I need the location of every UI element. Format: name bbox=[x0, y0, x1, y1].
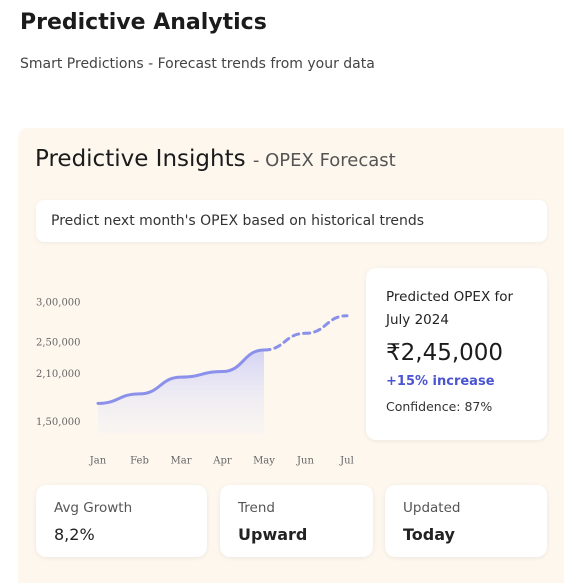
stat-value: Upward bbox=[238, 525, 308, 544]
area bbox=[98, 350, 264, 435]
x-tick-label: May bbox=[253, 456, 275, 467]
x-tick-label: Apr bbox=[212, 456, 232, 467]
stat-label: Trend bbox=[238, 500, 275, 516]
line bbox=[96, 348, 266, 405]
stat-card: Updated Today bbox=[385, 485, 547, 557]
stat-label: Updated bbox=[403, 500, 461, 516]
y-tick-label: 3,00,000 bbox=[36, 297, 81, 308]
x-tick-label: Jul bbox=[339, 456, 354, 467]
prediction-confidence: Confidence: 87% bbox=[386, 399, 493, 414]
x-tick-label: Jan bbox=[89, 456, 107, 467]
prediction-change: +15% increase bbox=[386, 374, 495, 389]
y-tick-label: 2,50,000 bbox=[36, 337, 81, 348]
prediction-value: ₹2,45,000 bbox=[386, 340, 504, 366]
stat-card: Trend Upward bbox=[220, 485, 373, 557]
stat-label: Avg Growth bbox=[54, 500, 133, 516]
card-title-text: Predictive Insights bbox=[35, 146, 246, 172]
stat-value: 8,2% bbox=[54, 525, 95, 544]
page-title: Predictive Analytics bbox=[20, 10, 267, 35]
y-tick-label: 1,50,000 bbox=[36, 417, 81, 428]
prediction-card: Predicted OPEX for July 2024 ₹2,45,000 +… bbox=[366, 268, 547, 440]
x-tick-label: Mar bbox=[171, 456, 192, 467]
stat-card: Avg Growth 8,2% bbox=[36, 485, 207, 557]
page-subtitle: Smart Predictions - Forecast trends from… bbox=[20, 56, 375, 72]
x-tick-label: Jun bbox=[296, 456, 314, 467]
card-subtitle: - OPEX Forecast bbox=[252, 150, 396, 171]
line bbox=[262, 314, 349, 352]
prediction-label: Predicted OPEX for July 2024 bbox=[386, 289, 514, 328]
prompt-box[interactable]: Predict next month's OPEX based on histo… bbox=[36, 200, 547, 242]
x-tick-label: Feb bbox=[130, 456, 149, 467]
chart: 1,50,000 2,10,000 2,50,000 3,00,000 Jan Feb Ma… bbox=[36, 297, 354, 467]
y-tick-label: 2,10,000 bbox=[36, 369, 81, 380]
card-title: Predictive Insights - OPEX Forecast bbox=[35, 146, 396, 172]
stat-value: Today bbox=[403, 525, 455, 544]
